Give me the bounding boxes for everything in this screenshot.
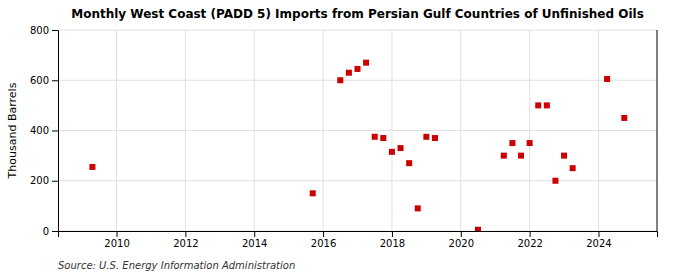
y-grid-line [58,80,657,81]
x-tick-mark [530,231,531,237]
source-note: Source: U.S. Energy Information Administ… [58,260,295,271]
y-tick-label: 0 [43,226,49,237]
point [372,134,378,140]
x-tick-label: 2022 [517,238,542,249]
point [527,140,533,146]
y-tick: 200 [30,175,58,186]
point [346,70,352,76]
x-tick-label: 2012 [173,238,198,249]
plot-frame [657,30,658,231]
y-tick: 0 [43,226,58,237]
x-tick: 2012 [173,231,198,249]
y-grid-line [58,130,657,131]
x-tick-label: 2020 [449,238,474,249]
x-tick: 2022 [517,231,542,249]
x-tick-mark [461,231,462,237]
x-tick: 2014 [242,231,267,249]
point [509,140,515,146]
x-tick: 2024 [586,231,611,249]
point [604,76,610,82]
point [570,165,576,171]
x-tick-label: 2014 [242,238,267,249]
y-tick: 600 [30,75,58,86]
points [89,60,627,231]
point [475,227,481,231]
title: Monthly West Coast (PADD 5) Imports from… [71,7,644,21]
x-tick-label: 2018 [380,238,405,249]
point [544,102,550,108]
x-tick: 2018 [380,231,405,249]
point [310,190,316,196]
y-tick-mark [52,231,58,232]
y-tick-label: 400 [30,125,49,136]
x-tick-mark [323,231,324,237]
point [561,153,567,159]
point [89,164,95,170]
point [337,77,343,83]
x-tick-label: 2024 [586,238,611,249]
point [423,134,429,140]
point [406,160,412,166]
y-grid-line [58,30,657,31]
point [518,153,524,159]
x-grid-line [529,30,530,231]
y-axis-title: Thousand Barrels [6,82,19,179]
x-grid-line [323,30,324,231]
y-tick-label: 200 [30,175,49,186]
x-tick-mark [185,231,186,237]
grid [58,30,657,231]
x-grid-line [254,30,255,231]
x-tick-label: 2016 [311,238,336,249]
x-tick: 2020 [449,231,474,249]
point [380,135,386,141]
y-tick-mark [52,131,58,132]
x-tick-mark [392,231,393,237]
x-tick: 2010 [104,231,129,249]
y-tick-mark [52,181,58,182]
x-grid-line [598,30,599,231]
point [415,205,421,211]
x-tick-label: 2010 [104,238,129,249]
x-grid-line [460,30,461,231]
x-grid-line [391,30,392,231]
x-grid-line [116,30,117,231]
point [621,115,627,121]
point [501,153,507,159]
x-tick: 2016 [311,231,336,249]
point [398,145,404,151]
x-tick-mark [254,231,255,237]
point [363,60,369,66]
chart: 2010 2012 2014 2016 2018 2020 2022 2024 0 200 400 6… [0,0,675,275]
point [389,149,395,155]
y-tick-mark [52,80,58,81]
y-axis-line [52,31,59,232]
point [355,66,361,72]
point [535,102,541,108]
y-tick-mark [52,30,58,31]
y-tick-label: 600 [30,75,49,86]
x-tick-mark [117,231,118,237]
point [552,178,558,184]
y-tick: 800 [30,25,58,36]
x-tick-mark [598,231,599,237]
x-axis: 2010 2012 2014 2016 2018 2020 2022 2024 [59,231,658,249]
point [432,135,438,141]
y-axis: 0 200 400 600 800 [30,25,59,237]
y-tick-label: 800 [30,25,49,36]
x-grid-line [185,30,186,231]
y-tick: 400 [30,125,58,136]
y-grid-line [58,180,657,181]
plot-area: 2010 2012 2014 2016 2018 2020 2022 2024 0 200 400 6… [30,25,658,249]
x-axis-line [59,232,658,238]
